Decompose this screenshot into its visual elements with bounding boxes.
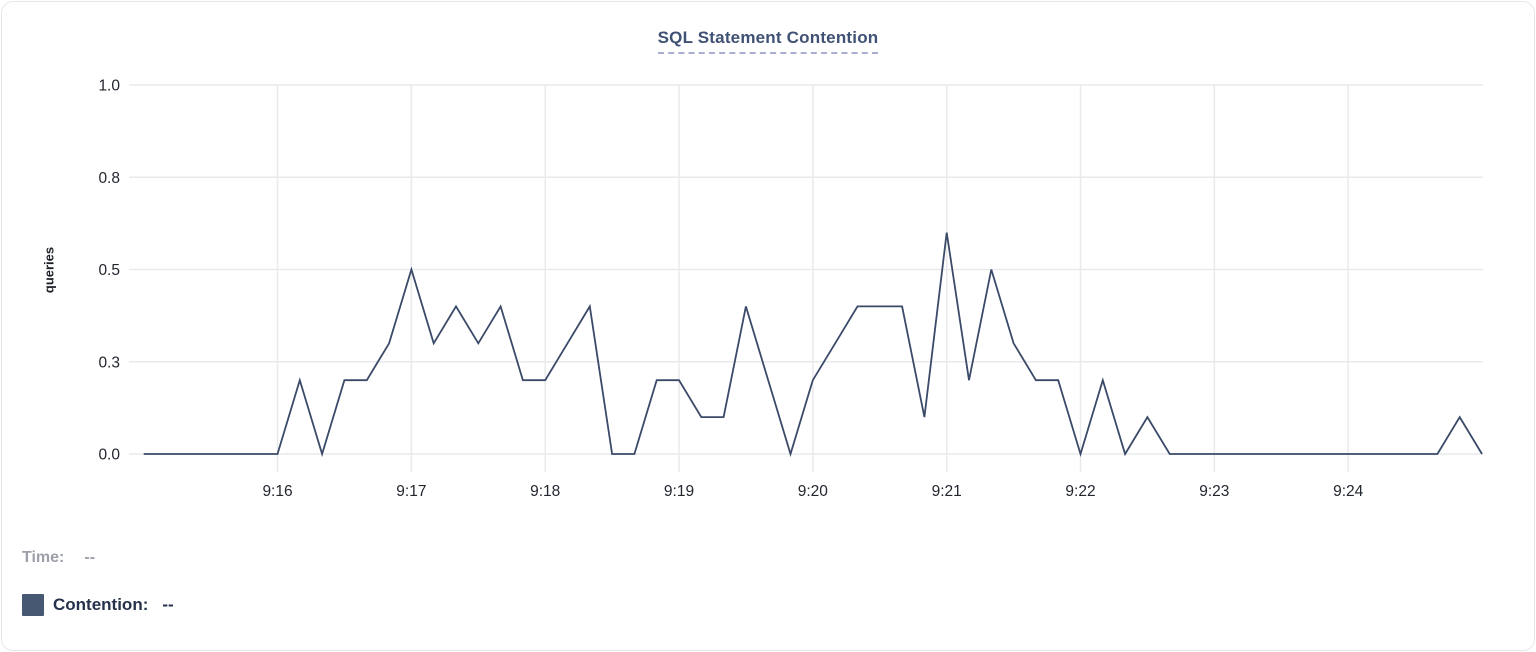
y-tick-label: 0.3	[98, 354, 120, 371]
chart-title[interactable]: SQL Statement Contention	[657, 28, 879, 54]
x-tick-label: 9:19	[664, 483, 694, 500]
chart-header: SQL Statement Contention	[2, 28, 1534, 54]
time-value: --	[84, 549, 96, 566]
contention-line-chart[interactable]: 0.0 0.3 0.5 0.8 1.0 9:16 9:17 9:18 9:19 9:20 9:21 9…	[2, 2, 1535, 522]
legend-time-row: Time: --	[22, 549, 95, 567]
y-tick-label: 0.0	[98, 447, 120, 464]
x-tick-label: 9:20	[798, 483, 829, 500]
x-tick-label: 9:22	[1065, 483, 1095, 500]
legend-contention-row: Contention: --	[22, 594, 174, 616]
x-tick-label: 9:21	[932, 483, 962, 500]
y-tick-label: 0.8	[98, 170, 120, 187]
x-tick-label: 9:17	[396, 483, 426, 500]
time-label: Time:	[22, 549, 65, 566]
y-tick-label: 1.0	[98, 78, 120, 95]
contention-color-swatch	[22, 594, 44, 616]
x-tick-label: 9:18	[530, 483, 560, 500]
x-tick-label: 9:24	[1333, 483, 1364, 500]
contention-series-line	[143, 232, 1483, 458]
contention-label: Contention:	[53, 595, 149, 614]
x-tick-label: 9:16	[262, 483, 292, 500]
x-tick-label: 9:23	[1199, 483, 1229, 500]
y-tick-label: 0.5	[98, 262, 120, 279]
contention-value: --	[162, 595, 174, 614]
